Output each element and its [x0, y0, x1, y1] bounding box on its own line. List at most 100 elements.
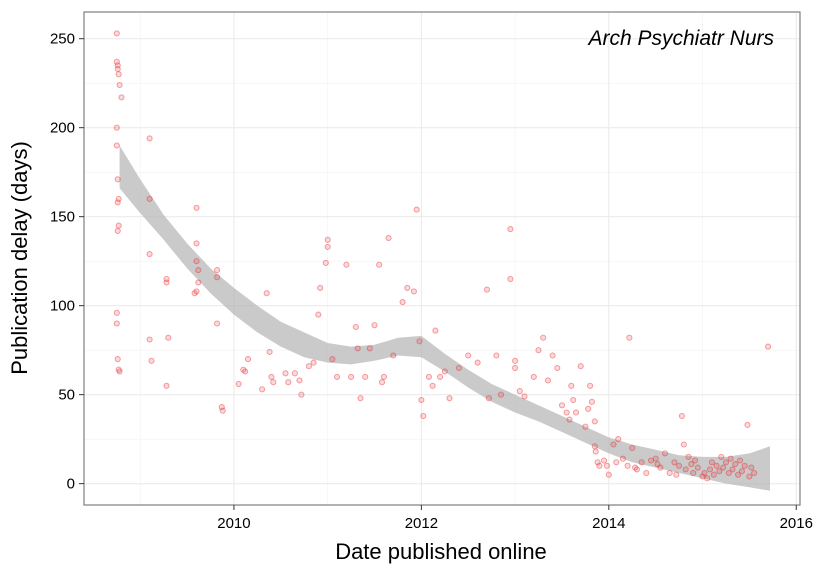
data-point — [564, 410, 569, 415]
data-point — [571, 397, 576, 402]
data-point — [367, 346, 372, 351]
data-point — [114, 143, 119, 148]
data-point — [733, 462, 738, 467]
data-point — [318, 285, 323, 290]
data-point — [196, 280, 201, 285]
data-point — [709, 460, 714, 465]
data-point — [545, 378, 550, 383]
data-point — [297, 378, 302, 383]
data-point — [419, 397, 424, 402]
data-point — [316, 312, 321, 317]
data-point — [541, 335, 546, 340]
data-point — [147, 252, 152, 257]
data-point — [119, 95, 124, 100]
data-point — [586, 406, 591, 411]
data-point — [164, 383, 169, 388]
data-point — [691, 470, 696, 475]
x-tick-label: 2010 — [217, 515, 250, 532]
data-point — [589, 399, 594, 404]
data-point — [323, 260, 328, 265]
data-point — [559, 403, 564, 408]
x-tick-label: 2014 — [592, 515, 625, 532]
y-axis-title: Publication delay (days) — [7, 141, 32, 375]
data-point — [330, 357, 335, 362]
data-point — [686, 454, 691, 459]
data-point — [215, 321, 220, 326]
data-point — [283, 371, 288, 376]
data-point — [264, 291, 269, 296]
data-point — [494, 353, 499, 358]
data-point — [597, 463, 602, 468]
data-point — [355, 346, 360, 351]
data-point — [719, 454, 724, 459]
data-point — [117, 82, 122, 87]
data-point — [269, 374, 274, 379]
data-point — [405, 285, 410, 290]
data-point — [194, 259, 199, 264]
data-point — [386, 235, 391, 240]
data-point — [681, 442, 686, 447]
data-point — [602, 458, 607, 463]
data-point — [752, 470, 757, 475]
data-point — [243, 369, 248, 374]
data-point — [714, 463, 719, 468]
data-point — [627, 335, 632, 340]
data-point — [747, 474, 752, 479]
data-point — [550, 353, 555, 358]
data-point — [116, 223, 121, 228]
data-point — [484, 287, 489, 292]
data-point — [116, 72, 121, 77]
data-point — [426, 374, 431, 379]
data-point — [220, 408, 225, 413]
data-point — [620, 456, 625, 461]
data-point — [677, 463, 682, 468]
data-point — [592, 419, 597, 424]
x-axis-title: Date published online — [335, 539, 547, 564]
data-point — [513, 365, 518, 370]
panel-title: Arch Psychiatr Nurs — [586, 27, 774, 50]
data-point — [400, 300, 405, 305]
data-point — [604, 463, 609, 468]
data-point — [299, 392, 304, 397]
data-point — [236, 381, 241, 386]
data-point — [114, 310, 119, 315]
data-point — [447, 396, 452, 401]
data-point — [737, 458, 742, 463]
data-point — [114, 31, 119, 36]
data-point — [245, 357, 250, 362]
data-point — [653, 456, 658, 461]
data-point — [745, 422, 750, 427]
data-point — [292, 371, 297, 376]
data-point — [630, 445, 635, 450]
data-point — [707, 467, 712, 472]
data-point — [634, 467, 639, 472]
data-point — [271, 380, 276, 385]
y-tick-label: 100 — [50, 298, 75, 315]
data-point — [306, 364, 311, 369]
data-point — [114, 321, 119, 326]
data-point — [430, 383, 435, 388]
x-tick-label: 2016 — [780, 515, 813, 532]
data-point — [421, 413, 426, 418]
data-point — [442, 369, 447, 374]
data-point — [679, 413, 684, 418]
data-point — [325, 237, 330, 242]
data-point — [702, 470, 707, 475]
data-point — [325, 244, 330, 249]
data-point — [164, 280, 169, 285]
data-point — [588, 383, 593, 388]
data-point — [311, 360, 316, 365]
data-point — [569, 383, 574, 388]
data-point — [349, 374, 354, 379]
data-point — [411, 289, 416, 294]
data-point — [456, 365, 461, 370]
data-point — [695, 465, 700, 470]
data-point — [683, 467, 688, 472]
data-point — [625, 463, 630, 468]
data-point — [115, 228, 120, 233]
data-point — [194, 241, 199, 246]
data-point — [115, 66, 120, 71]
data-point — [215, 268, 220, 273]
data-point — [723, 460, 728, 465]
